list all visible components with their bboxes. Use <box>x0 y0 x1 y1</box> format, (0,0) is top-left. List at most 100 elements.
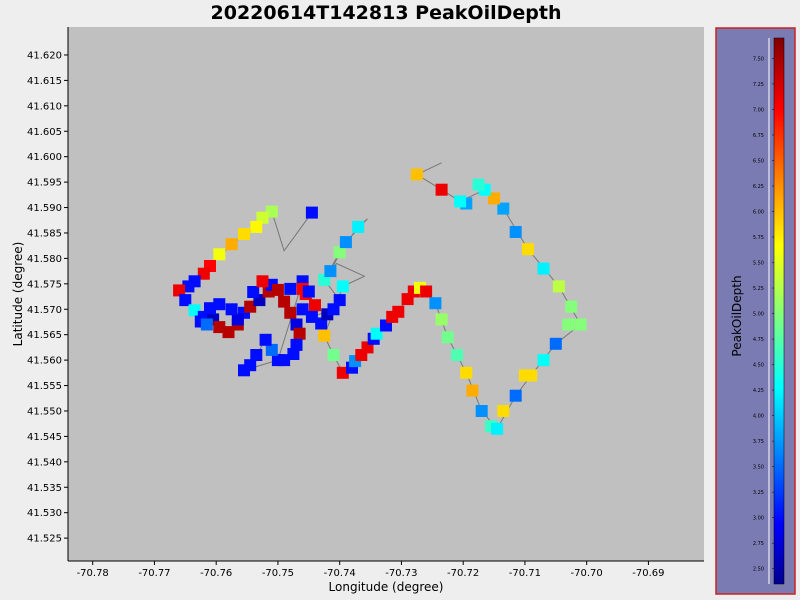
colorbar-tick-label: 4.00 <box>753 414 764 420</box>
colorbar-ticks: 2.50 2.75 3.00 3.25 3.50 3.75 4.00 4.25 4.50 4.75… <box>753 56 774 573</box>
data-point <box>491 422 504 435</box>
data-point <box>225 238 238 251</box>
colorbar-tick-label: 3.50 <box>753 465 764 471</box>
colorbar-tick-label: 5.50 <box>753 261 764 267</box>
data-point <box>231 313 244 326</box>
data-point <box>179 294 192 307</box>
data-point <box>537 354 550 367</box>
y-ticks: 41.620 41.615 41.610 41.605 41.600 41.595 41.5… <box>27 50 68 545</box>
x-tick-label: -70.73 <box>385 568 417 579</box>
data-point <box>392 305 405 318</box>
data-point <box>182 280 195 293</box>
data-point <box>497 405 510 417</box>
data-point <box>293 327 306 340</box>
x-tick-label: -70.71 <box>509 568 541 579</box>
data-point <box>265 343 278 356</box>
data-point <box>460 366 473 379</box>
data-point <box>488 192 501 205</box>
data-point <box>173 284 186 297</box>
data-point <box>204 302 216 315</box>
data-point <box>441 331 454 344</box>
data-point <box>451 349 463 361</box>
data-point <box>324 265 337 278</box>
data-point <box>250 349 263 361</box>
data-point <box>429 297 442 310</box>
data-point <box>213 298 226 311</box>
x-axis-label: Longitude (degree) <box>329 580 444 594</box>
y-tick-label: 41.620 <box>27 50 62 61</box>
y-tick-label: 41.580 <box>27 254 62 265</box>
data-point <box>333 294 346 307</box>
colorbar-tick-label: 7.25 <box>753 82 764 88</box>
colorbar-tick-label: 3.75 <box>753 439 764 445</box>
colorbar-tick-label: 5.25 <box>753 286 764 292</box>
data-point <box>336 280 349 293</box>
y-tick-label: 41.600 <box>27 152 62 163</box>
data-point <box>475 405 488 417</box>
data-point <box>339 236 352 249</box>
data-point <box>537 262 550 275</box>
data-point <box>305 206 318 219</box>
y-tick-label: 41.570 <box>27 305 62 316</box>
data-point <box>309 299 321 312</box>
data-point <box>256 275 269 288</box>
data-point <box>247 286 260 298</box>
data-point <box>290 338 303 351</box>
data-point <box>238 364 250 377</box>
y-tick-label: 41.540 <box>27 457 62 468</box>
data-point <box>327 349 340 361</box>
data-point <box>271 283 284 296</box>
data-point <box>454 195 467 208</box>
data-point <box>370 327 383 340</box>
data-point <box>472 178 485 191</box>
colorbar-tick-label: 7.00 <box>753 107 764 113</box>
colorbar-tick-label: 6.00 <box>753 209 764 215</box>
data-point <box>565 300 578 313</box>
data-point <box>562 318 575 331</box>
data-point <box>410 168 423 181</box>
colorbar <box>773 37 785 585</box>
data-point <box>287 348 300 360</box>
data-point <box>250 220 263 233</box>
data-point <box>574 318 587 331</box>
colorbar-tick-label: 6.25 <box>753 184 764 190</box>
y-tick-label: 41.565 <box>27 330 62 341</box>
data-point <box>435 183 448 196</box>
data-point <box>336 366 349 379</box>
y-tick-label: 41.525 <box>27 534 62 545</box>
x-tick-label: -70.75 <box>262 568 294 579</box>
data-point <box>509 389 522 402</box>
colorbar-tick-label: 5.75 <box>753 235 764 241</box>
colorbar-tick-label: 5.00 <box>753 312 764 318</box>
y-tick-label: 41.535 <box>27 483 62 494</box>
data-point <box>327 303 340 316</box>
colorbar-tick-label: 4.50 <box>753 363 764 369</box>
y-tick-label: 41.595 <box>27 178 62 189</box>
data-point <box>525 369 538 382</box>
data-point <box>290 318 303 331</box>
data-point <box>552 280 565 293</box>
data-point <box>296 303 309 316</box>
data-point <box>188 304 201 317</box>
plot-area <box>68 27 704 561</box>
data-point <box>222 326 235 339</box>
data-point <box>318 329 331 342</box>
y-tick-label: 41.560 <box>27 356 62 367</box>
data-point <box>509 226 522 238</box>
colorbar-label: PeakOilDepth <box>730 275 744 356</box>
data-point <box>466 384 479 397</box>
colorbar-tick-label: 4.75 <box>753 337 764 343</box>
colorbar-tick-label: 2.50 <box>753 567 764 573</box>
data-point <box>435 313 448 326</box>
x-ticks: -70.78 -70.77 -70.76 -70.75 -70.74 -70.73 -70.… <box>77 561 665 579</box>
data-point <box>200 318 213 331</box>
data-point <box>225 303 238 316</box>
x-tick-label: -70.77 <box>138 568 170 579</box>
y-tick-label: 41.575 <box>27 279 62 290</box>
data-point <box>284 306 297 319</box>
y-tick-label: 41.530 <box>27 508 62 519</box>
x-tick-label: -70.70 <box>571 568 603 579</box>
x-tick-label: -70.76 <box>200 568 232 579</box>
x-tick-label: -70.69 <box>632 568 664 579</box>
